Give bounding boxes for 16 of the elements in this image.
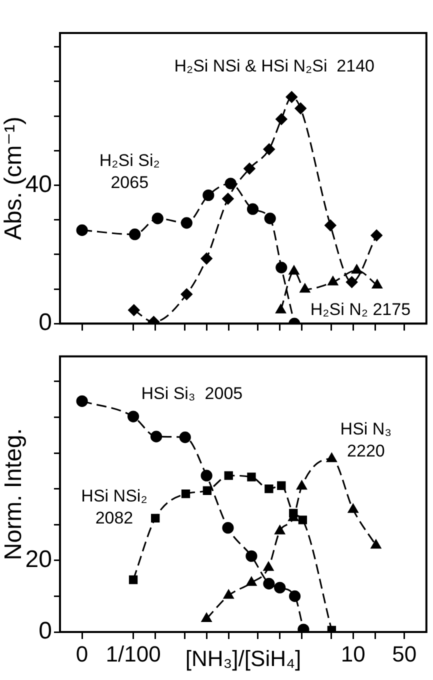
y-tick-label: 0	[38, 309, 52, 336]
x-tick-label: 0	[76, 641, 88, 666]
series-label: H₂Si NSi & HSi N₂Si 2140	[174, 56, 374, 76]
x-tick-label: 50	[392, 641, 417, 666]
series-label: H₂Si Si₂ 2065	[99, 151, 160, 192]
series-label: HSi NSi₂ 2082	[81, 486, 148, 528]
y-tick-label: 20	[25, 546, 52, 574]
y-tick-label: 0	[38, 618, 52, 645]
series-label: H₂Si N₂ 2175	[310, 300, 411, 320]
x-tick-label: 10	[340, 641, 366, 666]
y-axis-title: Norm. Integ.	[0, 428, 28, 560]
series-label: HSi Si₃ 2005	[141, 384, 243, 403]
y-tick-label: 40	[25, 170, 52, 198]
series-label: HSi N₃ 2220	[340, 420, 392, 461]
x-axis-title: [NH₃]/[SiH₄]	[185, 646, 302, 671]
x-tick-label: 1/100	[106, 641, 161, 666]
